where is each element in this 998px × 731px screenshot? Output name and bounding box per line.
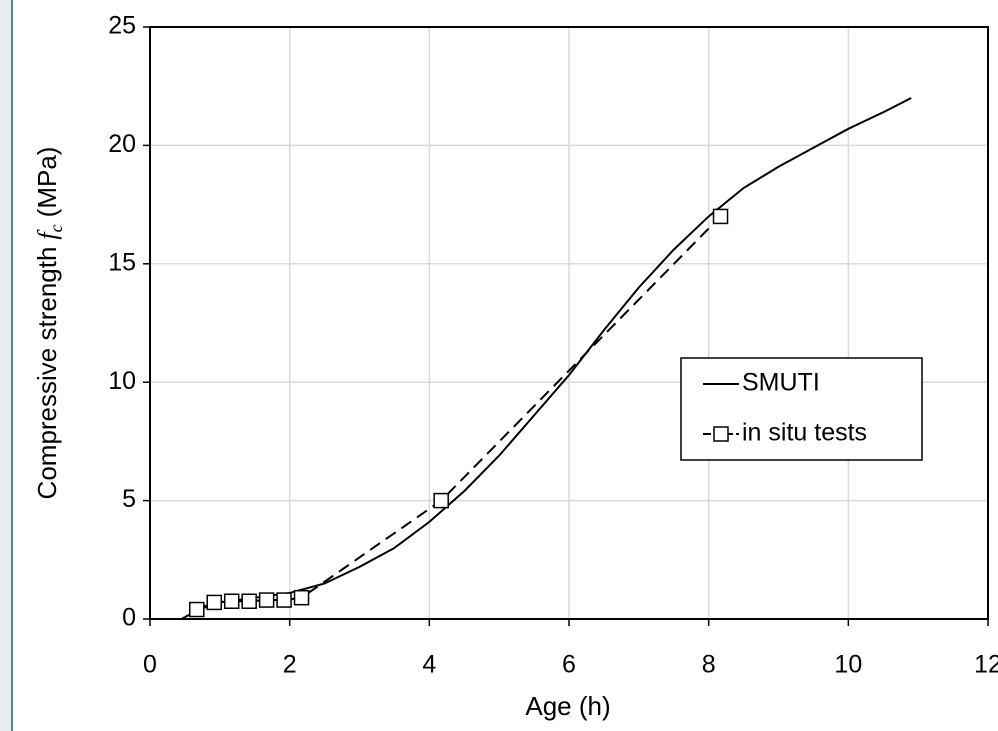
- legend-box: [680, 357, 923, 461]
- x-tick-label: 12: [974, 651, 998, 679]
- x-tick-label: 0: [143, 651, 157, 679]
- data-point: [712, 208, 729, 225]
- data-point: [223, 593, 240, 609]
- x-tick-label: 2: [283, 651, 297, 679]
- y-label-subscript: c: [46, 224, 66, 232]
- y-tick-label: 0: [122, 604, 136, 632]
- data-point: [276, 592, 292, 608]
- data-point: [241, 593, 257, 609]
- y-label-text: Compressive strength: [32, 247, 62, 500]
- x-tick-label: 10: [834, 651, 862, 679]
- y-label-symbol: f: [33, 229, 62, 240]
- legend-label: SMUTI: [742, 369, 820, 397]
- legend-label: in situ tests: [742, 419, 867, 447]
- data-point: [293, 589, 310, 606]
- x-axis-label: Age (h): [525, 691, 610, 721]
- ticks-layer: 0 5 10 15 20 25 0 2 4 6 8 10 12: [108, 12, 998, 679]
- x-tick-label: 4: [422, 651, 436, 679]
- x-tick-label: 6: [562, 651, 576, 679]
- legend: SMUTI in situ tests: [680, 357, 923, 461]
- y-tick-label: 10: [108, 367, 136, 395]
- x-tick-label: 8: [702, 651, 716, 679]
- y-tick-label: 20: [108, 130, 136, 158]
- y-tick-label: 15: [108, 248, 136, 276]
- left-strip: [0, 0, 12, 731]
- y-axis-label: Compressive strength fc (MPa): [32, 147, 66, 500]
- y-tick-label: 25: [108, 12, 136, 40]
- plot-border: [149, 26, 989, 620]
- legend-marker: [713, 426, 729, 442]
- data-point: [433, 492, 449, 509]
- series-layer: [180, 97, 912, 620]
- data-point: [258, 592, 275, 608]
- y-tick-label: 5: [122, 485, 136, 513]
- data-point: [206, 594, 222, 611]
- y-label-unit: (MPa): [32, 147, 62, 218]
- data-point: [189, 601, 205, 618]
